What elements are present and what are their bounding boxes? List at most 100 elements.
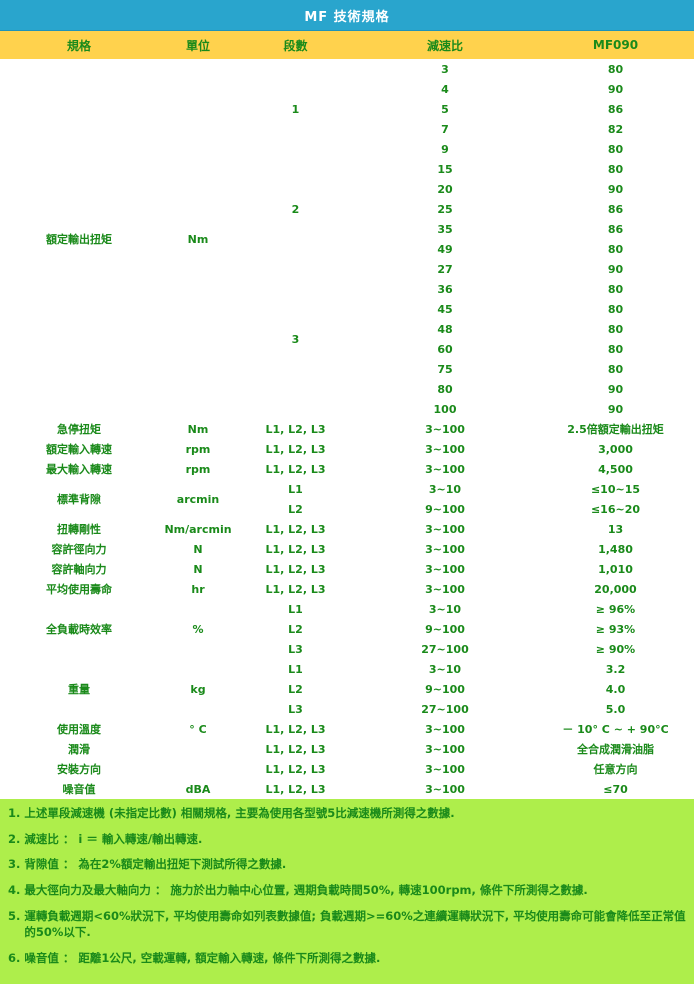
ratio-cell: 9~100	[353, 619, 537, 639]
row-label: 安裝方向	[0, 759, 158, 779]
column-header-ratio: 減速比	[353, 31, 537, 59]
note-item: 4. 最大徑向力及最大軸向力 ： 施力於出力軸中心位置, 週期負載時間50%, 轉…	[4, 882, 690, 899]
model-value-cell: 86	[537, 219, 694, 239]
table-row: 5 86	[0, 99, 694, 119]
row-unit: hr	[158, 579, 238, 599]
table-header-row: 規格 單位 段數 減速比 MF090	[0, 31, 694, 59]
note-number: 2.	[8, 831, 21, 846]
table-row: 額定輸入轉速 rpm L1, L2, L3 3~100 3,000	[0, 439, 694, 459]
model-value-cell: 90	[537, 179, 694, 199]
row-unit: rpm	[158, 459, 238, 479]
ratio-cell: 35	[353, 219, 537, 239]
model-value-cell: ≥ 90%	[537, 639, 694, 659]
ratio-cell: 36	[353, 279, 537, 299]
table-row: 潤滑 L1, L2, L3 3~100 全合成潤滑油脂	[0, 739, 694, 759]
column-header-spec: 規格	[0, 31, 158, 59]
ratio-cell: 9	[353, 139, 537, 159]
stage-cell: L1, L2, L3	[238, 579, 353, 599]
model-value-cell: ≤70	[537, 779, 694, 799]
note-text: 減速比 ： i ＝ 輸入轉速/輸出轉速.	[24, 831, 203, 846]
table-row: 36 80	[0, 279, 694, 299]
ratio-cell: 48	[353, 319, 537, 339]
ratio-cell: 3~100	[353, 759, 537, 779]
column-header-stage: 段數	[238, 31, 353, 59]
model-value-cell: 3,000	[537, 439, 694, 459]
stage-cell: L1, L2, L3	[238, 439, 353, 459]
table-row: 7 82	[0, 119, 694, 139]
row-label: 潤滑	[0, 739, 158, 759]
ratio-cell: 9~100	[353, 499, 537, 519]
ratio-cell: 20	[353, 179, 537, 199]
row-unit: arcmin	[158, 479, 238, 519]
ratio-cell: 3~100	[353, 419, 537, 439]
note-number: 3.	[8, 857, 21, 872]
ratio-cell: 3~100	[353, 739, 537, 759]
sheet-title-text: MF 技術規格	[304, 9, 390, 25]
stage-cell: L1, L2, L3	[238, 739, 353, 759]
table-row: 最大輸入轉速 rpm L1, L2, L3 3~100 4,500	[0, 459, 694, 479]
stage-cell: 1	[238, 59, 353, 159]
stage-cell: L1, L2, L3	[238, 539, 353, 559]
table-row: 2 15 80	[0, 159, 694, 259]
stage-cell: 2	[238, 159, 353, 259]
ratio-cell: 5	[353, 99, 537, 119]
table-row: 9 80	[0, 139, 694, 159]
model-value-cell: 20,000	[537, 579, 694, 599]
spec-table: 規格 單位 段數 減速比 MF090 額定輸出扭矩 Nm 1 3 80 4 90 5 86 7 82…	[0, 31, 694, 799]
ratio-cell: 7	[353, 119, 537, 139]
ratio-cell: 45	[353, 299, 537, 319]
stage-cell: L1, L2, L3	[238, 459, 353, 479]
row-label: 額定輸入轉速	[0, 439, 158, 459]
ratio-cell: 3~10	[353, 479, 537, 499]
table-row: 安裝方向 L1, L2, L3 3~100 任意方向	[0, 759, 694, 779]
row-label: 使用溫度	[0, 719, 158, 739]
ratio-cell: 3~100	[353, 439, 537, 459]
table-row: 60 80	[0, 339, 694, 359]
model-value-cell: 80	[537, 319, 694, 339]
note-number: 4.	[8, 883, 21, 898]
model-value-cell: 5.0	[537, 699, 694, 719]
column-header-model: MF090	[537, 31, 694, 59]
note-item: 1. 上述單段減速機 (未指定比數) 相關規格, 主要為使用各型號5比減速機所測得…	[4, 805, 690, 822]
model-value-cell: 80	[537, 299, 694, 319]
table-row: 噪音值 dBA L1, L2, L3 3~100 ≤70	[0, 779, 694, 799]
note-item: 5. 運轉負載週期<60%狀況下, 平均使用壽命如列表數據值; 負載週期>=60%…	[4, 908, 690, 941]
ratio-cell: 3~100	[353, 719, 537, 739]
ratio-cell: 4	[353, 79, 537, 99]
note-text: 噪音值 ： 距離1公尺, 空載運轉, 額定輸入轉速, 條件下所測得之數據.	[24, 951, 381, 966]
row-label: 容許徑向力	[0, 539, 158, 559]
model-value-cell: 2.5倍額定輸出扭矩	[537, 419, 694, 439]
ratio-cell: 75	[353, 359, 537, 379]
row-unit: rpm	[158, 439, 238, 459]
model-value-cell: 80	[537, 239, 694, 259]
row-unit: N	[158, 539, 238, 559]
table-row: L2 9~100 ≥ 93%	[0, 619, 694, 639]
table-row: 20 90	[0, 179, 694, 199]
model-value-cell: 90	[537, 399, 694, 419]
ratio-cell: 27	[353, 259, 537, 279]
table-row: 全負載時效率% L1 3~10 ≥ 96%	[0, 599, 694, 659]
model-value-cell: 90	[537, 379, 694, 399]
model-value-cell: － 10° C ~ + 90°C	[537, 719, 694, 739]
table-row: 25 86	[0, 199, 694, 219]
row-unit: dBA	[158, 779, 238, 799]
stage-cell: L1, L2, L3	[238, 779, 353, 799]
model-value-cell: 80	[537, 279, 694, 299]
model-value-cell: 82	[537, 119, 694, 139]
stage-cell: L2	[238, 679, 353, 699]
note-text: 上述單段減速機 (未指定比數) 相關規格, 主要為使用各型號5比減速機所測得之數…	[24, 806, 455, 820]
row-label: 容許軸向力	[0, 559, 158, 579]
ratio-cell: 3~10	[353, 599, 537, 619]
model-value-cell: 80	[537, 139, 694, 159]
ratio-cell: 3~100	[353, 539, 537, 559]
note-item: 3. 背隙值 ： 為在2%額定輸出扭矩下測試所得之數據.	[4, 856, 690, 873]
row-unit: N	[158, 559, 238, 579]
row-label: 急停扭矩	[0, 419, 158, 439]
model-value-cell: 1,480	[537, 539, 694, 559]
ratio-cell: 3	[353, 59, 537, 79]
model-value-cell: 90	[537, 259, 694, 279]
stage-cell: L1, L2, L3	[238, 559, 353, 579]
table-row: 48 80	[0, 319, 694, 339]
note-item: 6. 噪音值 ： 距離1公尺, 空載運轉, 額定輸入轉速, 條件下所測得之數據.	[4, 950, 690, 967]
note-text: 背隙值 ： 為在2%額定輸出扭矩下測試所得之數據.	[24, 857, 287, 872]
